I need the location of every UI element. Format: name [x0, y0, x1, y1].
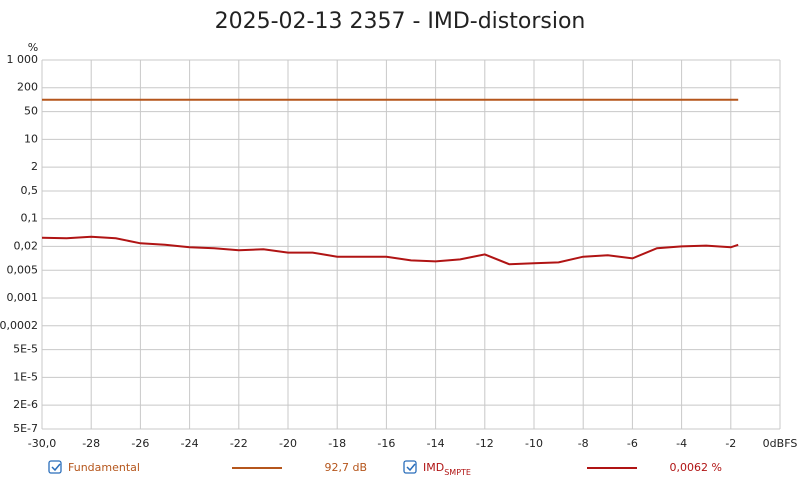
legend-check: [51, 463, 61, 472]
y-tick-label: 1E-5: [13, 370, 38, 383]
y-tick-label: 50: [24, 105, 38, 118]
chart-title: 2025-02-13 2357 - IMD-distorsion: [215, 9, 586, 34]
y-tick-label: 0,02: [14, 239, 39, 252]
x-tick-label: -8: [578, 437, 589, 450]
x-tick-label: -12: [476, 437, 494, 450]
x-tick-label: -6: [627, 437, 638, 450]
y-tick-label: 10: [24, 132, 38, 145]
y-tick-label: 2: [31, 160, 38, 173]
legend-checkbox[interactable]: [48, 460, 62, 474]
y-tick-label: 2E-6: [13, 398, 38, 411]
legend-label: Fundamental: [68, 461, 140, 474]
x-tick-label: -26: [131, 437, 149, 450]
legend-readout: 0,0062 %: [670, 461, 722, 474]
legend-readout: 92,7 dB: [324, 461, 367, 474]
legend-label: IMDSMPTE: [423, 461, 471, 477]
y-tick-label: 0,001: [7, 291, 39, 304]
x-tick-label: -24: [181, 437, 199, 450]
legend-subscript: SMPTE: [444, 468, 471, 477]
y-tick-label: 5E-7: [13, 422, 38, 435]
x-tick-label: -10: [525, 437, 543, 450]
x-tick-label: -28: [82, 437, 100, 450]
x-tick-label: -16: [377, 437, 395, 450]
x-tick-label: -20: [279, 437, 297, 450]
x-tick-label: -4: [676, 437, 687, 450]
x-tick-label: -18: [328, 437, 346, 450]
x-tick-label: -2: [725, 437, 736, 450]
y-tick-label: 0,5: [21, 184, 39, 197]
y-tick-label: 200: [17, 81, 38, 94]
x-tick-label: 0dBFS: [763, 437, 798, 450]
x-tick-label: -22: [230, 437, 248, 450]
y-tick-label: 0,005: [7, 263, 39, 276]
y-unit: %: [28, 41, 38, 54]
y-tick-label: 0,1: [21, 212, 39, 225]
x-tick-label: -14: [427, 437, 445, 450]
series-line: [41, 235, 739, 266]
y-tick-label: 0,0002: [0, 319, 38, 332]
legend-checkbox[interactable]: [403, 460, 417, 474]
legend-check: [406, 463, 416, 472]
x-tick-label: -30,0: [28, 437, 56, 450]
y-tick-label: 1 000: [7, 53, 39, 66]
y-tick-label: 5E-5: [13, 343, 38, 356]
